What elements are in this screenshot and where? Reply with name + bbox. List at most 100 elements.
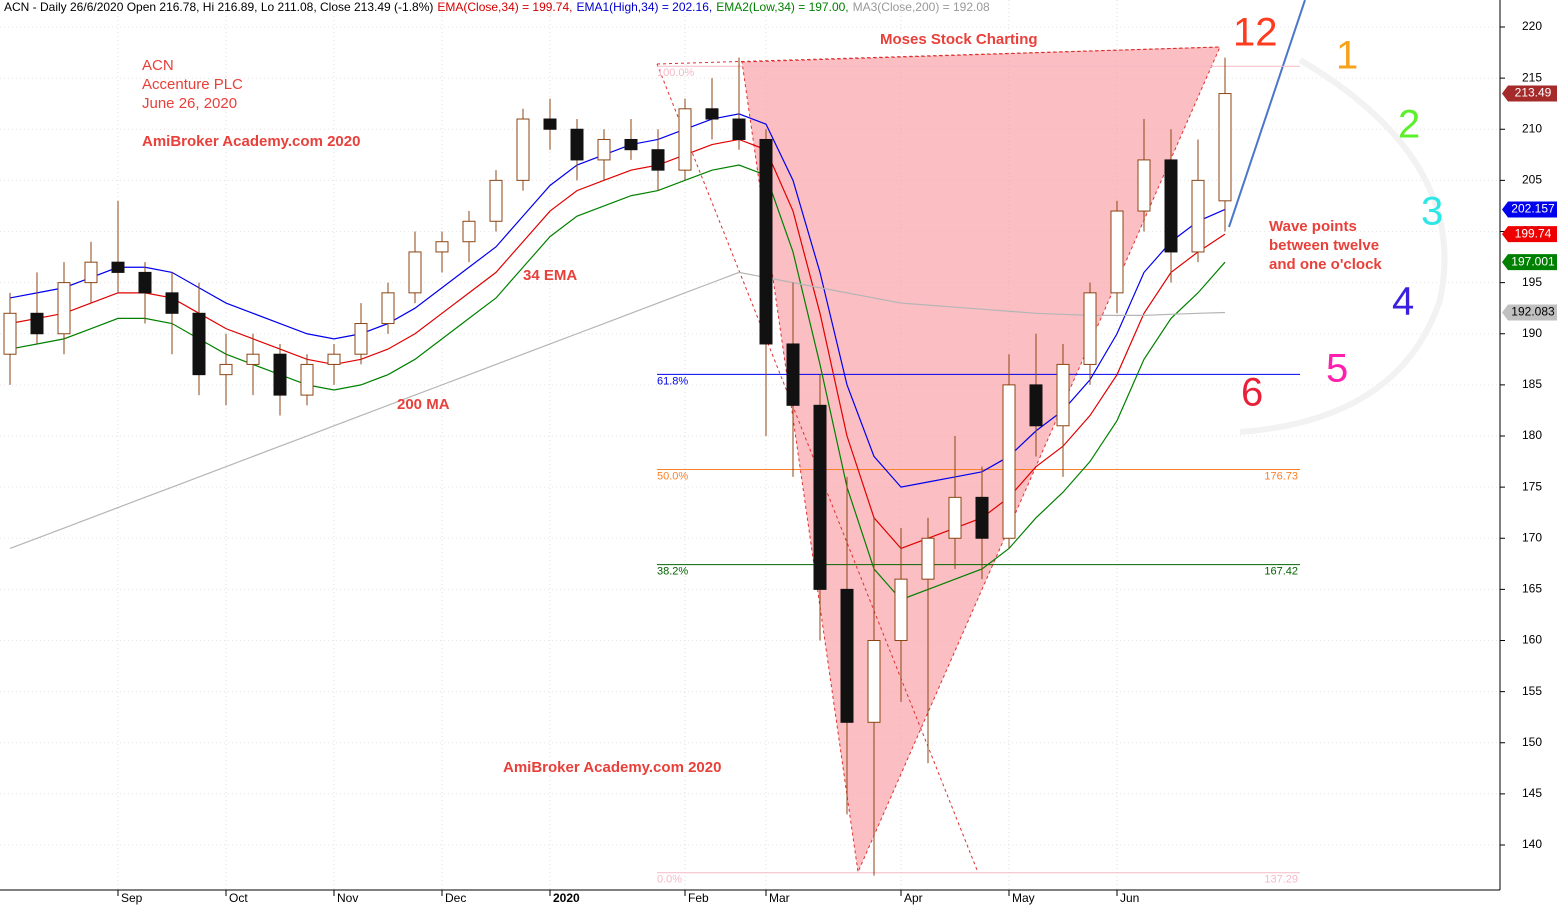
annotation: June 26, 2020 (142, 95, 237, 112)
y-tick-label: 165 (1522, 582, 1542, 596)
price-marker (1502, 85, 1557, 102)
candle-body (219, 363, 233, 376)
candle-body (651, 149, 665, 171)
candle-body (705, 108, 719, 120)
candle-body (921, 537, 935, 580)
fib-label: 50.0% (657, 470, 688, 482)
candle-body (1029, 384, 1043, 427)
annotation: between twelve (1269, 237, 1379, 254)
candle-body (516, 118, 530, 181)
fib-value: 137.29 (1264, 874, 1298, 886)
header-part: ACN - Daily 26/6/2020 Open 216.78, Hi 21… (4, 0, 433, 14)
fib-value: 176.73 (1264, 470, 1298, 482)
clock-number: 4 (1392, 280, 1414, 324)
blue-line (1228, 0, 1306, 228)
candle-body (354, 323, 368, 355)
candle-body (84, 261, 98, 284)
candle-body (273, 353, 287, 396)
y-tick-label: 160 (1522, 633, 1542, 647)
annotation: Accenture PLC (142, 76, 243, 93)
candle-body (867, 640, 881, 723)
annotation: 200 MA (397, 396, 450, 413)
candle-body (894, 578, 908, 642)
price-marker-label: 192.083 (1511, 305, 1555, 319)
price-marker (1502, 254, 1557, 271)
y-tick-label: 210 (1522, 121, 1542, 135)
candle-body (246, 353, 260, 365)
shaded-triangle (741, 46, 1221, 874)
candle-body (1137, 159, 1151, 212)
candle-body (1083, 292, 1097, 365)
y-tick-label: 185 (1522, 377, 1542, 391)
trend-line (656, 46, 1221, 65)
candle-body (678, 108, 692, 171)
indicator-line (9, 164, 1226, 601)
price-marker (1502, 304, 1557, 321)
indicator-line (9, 138, 1226, 550)
y-tick-label: 205 (1522, 173, 1542, 187)
candle-body (948, 496, 962, 539)
y-tick-label: 180 (1522, 428, 1542, 442)
candle-body (111, 261, 125, 273)
candle-body (1164, 159, 1178, 253)
price-marker-label: 213.49 (1515, 86, 1552, 100)
annotation: AmiBroker Academy.com 2020 (142, 133, 360, 150)
candle-body (813, 404, 827, 590)
clock-number: 1 (1336, 34, 1358, 78)
annotation: ACN (142, 57, 174, 74)
y-tick-label: 145 (1522, 786, 1542, 800)
candle-body (975, 496, 989, 539)
fib-label: 0.0% (657, 874, 682, 886)
candle-body (57, 282, 71, 335)
indicator-line (9, 271, 1226, 550)
clock-number: 2 (1398, 103, 1420, 147)
candle-body (300, 363, 314, 396)
price-marker-label: 197.001 (1511, 254, 1555, 268)
candle-body (138, 271, 152, 294)
candle-body (570, 128, 584, 161)
candle-body (381, 292, 395, 325)
x-tick-label: Nov (337, 891, 358, 905)
x-tick-label: May (1012, 891, 1035, 905)
candle-body (1191, 179, 1205, 253)
fib-label: 100.0% (657, 67, 695, 79)
fib-label: 61.8% (657, 375, 688, 387)
candle-body (165, 292, 179, 314)
candle-body (624, 138, 638, 151)
y-tick-label: 170 (1522, 530, 1542, 544)
price-marker-label: 202.157 (1511, 202, 1555, 216)
indicator-line (9, 113, 1226, 488)
candle-body (597, 138, 611, 161)
x-tick-label: Oct (229, 891, 248, 905)
y-tick-label: 195 (1522, 275, 1542, 289)
candle-body (759, 138, 773, 345)
header: ACN - Daily 26/6/2020 Open 216.78, Hi 21… (4, 0, 990, 14)
candle-body (840, 588, 854, 723)
annotation: AmiBroker Academy.com 2020 (503, 759, 721, 776)
clock-number: 12 (1233, 11, 1278, 55)
drawings (656, 0, 1448, 874)
y-tick-label: 220 (1522, 19, 1542, 33)
candle-body (1218, 93, 1232, 202)
x-tick-label: Jun (1120, 891, 1139, 905)
y-tick-label: 140 (1522, 837, 1542, 851)
x-tick-label: Feb (688, 891, 709, 905)
annotation: 34 EMA (523, 267, 577, 284)
y-tick-label: 190 (1522, 326, 1542, 340)
candle-body (30, 312, 44, 335)
x-tick-label: Sep (121, 891, 143, 905)
x-tick-label: Mar (769, 891, 790, 905)
x-tick-label: Apr (904, 891, 923, 905)
candle-body (1002, 384, 1016, 539)
x-tick-label: Dec (445, 891, 466, 905)
price-marker (1502, 201, 1557, 218)
header-part: EMA(Close,34) = 199.74, (437, 0, 572, 14)
clock-number: 3 (1421, 190, 1443, 234)
clock-arc (1239, 57, 1448, 435)
y-tick-label: 215 (1522, 70, 1542, 84)
annotation: Wave points (1269, 218, 1357, 235)
annotation: and one o'clock (1269, 256, 1382, 273)
candle-body (435, 241, 449, 253)
header-part: EMA2(Low,34) = 197.00, (716, 0, 848, 14)
fib-label: 38.2% (657, 566, 688, 578)
